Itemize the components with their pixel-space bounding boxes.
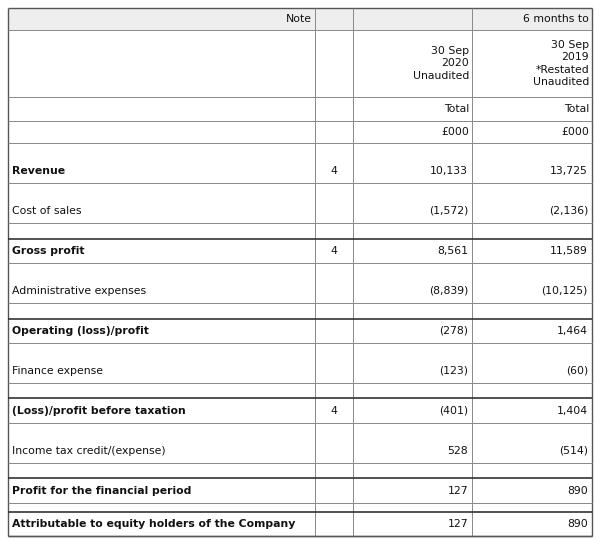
Text: 1,404: 1,404 [557, 406, 588, 416]
Text: Note: Note [286, 14, 311, 24]
Text: Cost of sales: Cost of sales [12, 206, 82, 216]
Text: Total: Total [444, 104, 469, 114]
Text: Income tax credit/(expense): Income tax credit/(expense) [12, 446, 166, 455]
Text: 6 months to: 6 months to [523, 14, 589, 24]
Text: (401): (401) [439, 406, 468, 416]
Text: 4: 4 [330, 166, 337, 176]
Text: (1,572): (1,572) [429, 206, 468, 216]
Text: Revenue: Revenue [12, 166, 65, 176]
Text: 1,464: 1,464 [557, 326, 588, 336]
Text: 11,589: 11,589 [550, 246, 588, 256]
Text: 30 Sep
2019
*Restated
Unaudited: 30 Sep 2019 *Restated Unaudited [533, 40, 589, 87]
Text: (8,839): (8,839) [429, 286, 468, 296]
Text: 13,725: 13,725 [550, 166, 588, 176]
Text: Administrative expenses: Administrative expenses [12, 286, 146, 296]
Text: (278): (278) [439, 326, 468, 336]
Text: Finance expense: Finance expense [12, 366, 103, 376]
Text: Total: Total [564, 104, 589, 114]
Text: £000: £000 [442, 127, 469, 137]
Text: 127: 127 [448, 519, 468, 529]
Text: Operating (loss)/profit: Operating (loss)/profit [12, 326, 149, 336]
Text: £000: £000 [561, 127, 589, 137]
Text: 4: 4 [330, 406, 337, 416]
Text: (2,136): (2,136) [548, 206, 588, 216]
Text: 890: 890 [567, 519, 588, 529]
Text: 10,133: 10,133 [430, 166, 468, 176]
Text: (123): (123) [439, 366, 468, 376]
Text: 8,561: 8,561 [437, 246, 468, 256]
Text: (Loss)/profit before taxation: (Loss)/profit before taxation [12, 406, 186, 416]
Text: 4: 4 [330, 246, 337, 256]
Text: Profit for the financial period: Profit for the financial period [12, 486, 191, 496]
Text: Gross profit: Gross profit [12, 246, 85, 256]
Text: 890: 890 [567, 486, 588, 496]
Text: (60): (60) [566, 366, 588, 376]
Bar [8, 8, 592, 30]
Text: 30 Sep
2020
Unaudited: 30 Sep 2020 Unaudited [413, 46, 469, 81]
Text: (10,125): (10,125) [542, 286, 588, 296]
Text: 528: 528 [448, 446, 468, 455]
Text: 127: 127 [448, 486, 468, 496]
Text: Attributable to equity holders of the Company: Attributable to equity holders of the Co… [12, 519, 295, 529]
Text: (514): (514) [559, 446, 588, 455]
